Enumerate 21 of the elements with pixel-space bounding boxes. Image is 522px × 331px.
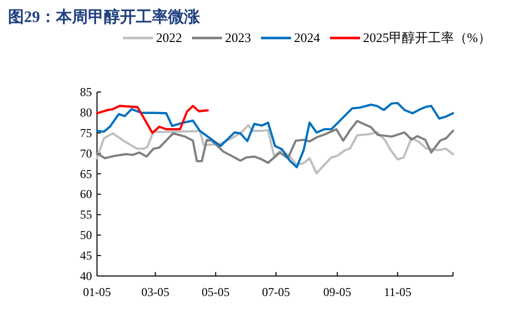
legend-label: 2024 (294, 30, 320, 45)
xtick: 01-05 (83, 285, 111, 299)
ytick: 60 (80, 187, 92, 202)
ytick: 45 (80, 248, 92, 263)
xtick: 09-05 (323, 285, 352, 299)
ytick: 70 (80, 146, 92, 160)
legend-label: 2023 (225, 30, 251, 45)
xtick: 05-05 (202, 285, 230, 299)
xtick: 03-05 (141, 285, 170, 299)
ytick: 75 (80, 126, 92, 140)
ytick: 50 (80, 228, 92, 242)
xtick: 07-05 (262, 285, 290, 299)
ytick: 65 (80, 166, 92, 181)
ytick: 80 (80, 105, 92, 120)
xtick: 11-05 (384, 285, 412, 299)
legend-label: 2025甲醇开工率（%） (363, 30, 491, 45)
title: 图29：本周甲醇开工率微涨 (8, 9, 200, 26)
ytick: 55 (80, 208, 92, 222)
legend-label: 2022 (156, 30, 182, 45)
ytick: 85 (80, 85, 92, 99)
ytick: 40 (80, 269, 92, 283)
